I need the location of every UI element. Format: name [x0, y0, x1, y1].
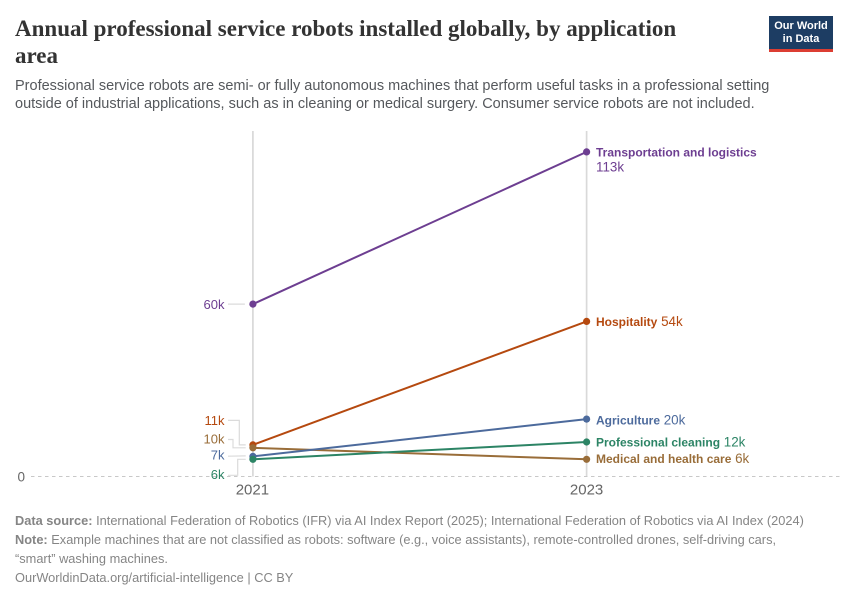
svg-text:0: 0	[17, 470, 25, 485]
svg-text:Transportation and logistics: Transportation and logistics	[596, 146, 757, 160]
svg-text:6k: 6k	[211, 467, 225, 482]
svg-text:11k: 11k	[205, 413, 225, 428]
svg-text:Agriculture 20k: Agriculture 20k	[596, 412, 686, 427]
svg-text:113k: 113k	[596, 159, 624, 174]
svg-text:10k: 10k	[204, 432, 225, 447]
svg-text:Professional cleaning 12k: Professional cleaning 12k	[596, 434, 746, 449]
svg-text:2021: 2021	[236, 482, 269, 499]
svg-text:7k: 7k	[211, 448, 225, 463]
svg-text:Hospitality 54k: Hospitality 54k	[596, 314, 683, 329]
svg-text:Medical and health care 6k: Medical and health care 6k	[596, 451, 750, 466]
svg-text:2023: 2023	[570, 482, 603, 499]
svg-text:60k: 60k	[204, 297, 225, 312]
